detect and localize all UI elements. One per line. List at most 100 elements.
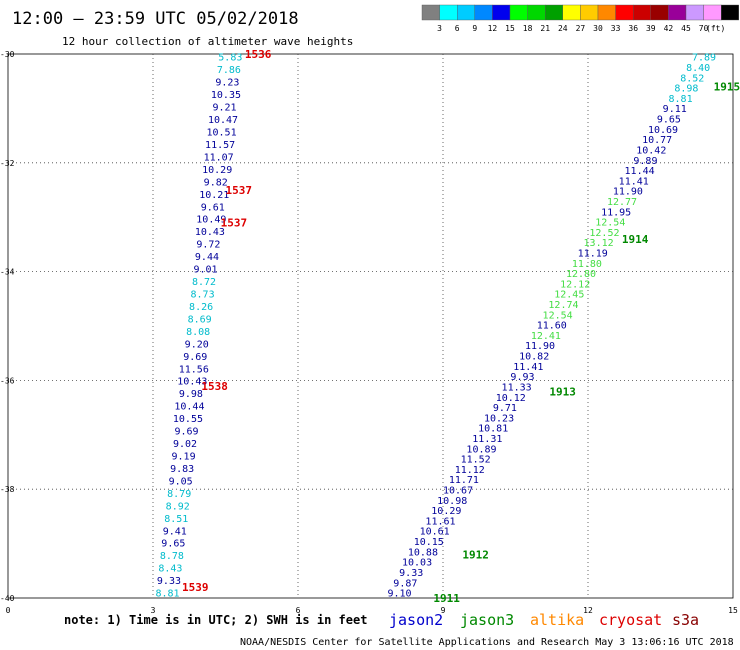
colorbar-tick-label: 33 <box>611 24 621 33</box>
legend-s3a: s3a <box>672 611 699 629</box>
swh-value-label: 8.26 <box>189 302 213 313</box>
colorbar-tick-label: 15 <box>505 24 515 33</box>
colorbar-tick-label: 30 <box>593 24 603 33</box>
colorbar-tick-label: 45 <box>681 24 691 33</box>
swh-value-label: 10.12 <box>496 393 526 404</box>
swh-value-label: 11.57 <box>205 140 235 151</box>
x-tick-label: 9 <box>441 606 446 615</box>
swh-value-label: 12.52 <box>589 228 619 239</box>
colorbar-swatch <box>562 4 581 21</box>
swh-value-label: 9.72 <box>196 240 220 251</box>
swh-value-label: 9.05 <box>169 476 193 487</box>
swh-value-label: 9.44 <box>195 252 219 263</box>
colorbar-tick-label: 3 <box>437 24 442 33</box>
y-tick-label: -36 <box>0 376 15 385</box>
swh-value-label: 11.19 <box>578 249 608 260</box>
swh-value-label: 9.19 <box>172 451 196 462</box>
colorbar-unit: (ft) <box>706 24 725 33</box>
swh-value-label: 10.49 <box>196 215 226 226</box>
colorbar-swatch <box>545 4 564 21</box>
colorbar-tick-label: 24 <box>558 24 568 33</box>
colorbar-swatch <box>474 4 493 21</box>
swh-value-label: 11.90 <box>525 341 555 352</box>
chart-title: 12:00 – 23:59 UTC 05/02/2018 <box>12 9 299 29</box>
swh-value-label: 5.83 <box>218 53 242 64</box>
swh-value-label: 7.89 <box>692 53 716 64</box>
x-tick-label: 3 <box>151 606 156 615</box>
swh-value-label: 9.65 <box>161 539 185 550</box>
plot-border <box>7 53 734 599</box>
swh-value-label: 8.72 <box>192 277 216 288</box>
y-tick-label: -40 <box>0 594 15 603</box>
swh-value-label: 9.41 <box>163 526 187 537</box>
swh-value-label: 9.02 <box>173 439 197 450</box>
swh-value-label: 11.80 <box>572 259 602 270</box>
swh-value-label: 11.52 <box>461 455 491 466</box>
legend-jason2: jason2 <box>389 611 443 629</box>
swh-value-label: 11.44 <box>625 166 655 177</box>
note-text: note: 1) Time is in UTC; 2) SWH is in fe… <box>64 613 367 627</box>
swh-value-label: 13.12 <box>584 238 614 249</box>
colorbar-swatch <box>492 4 511 21</box>
swh-value-label: 10.29 <box>202 165 232 176</box>
swh-value-label: 12.12 <box>560 279 590 290</box>
swh-value-label: 10.43 <box>177 377 207 388</box>
swh-value-label: 9.82 <box>204 177 228 188</box>
swh-value-label: 10.55 <box>173 414 203 425</box>
swh-value-label: 8.40 <box>686 63 710 74</box>
y-tick-label: -34 <box>0 268 15 277</box>
swh-value-label: 9.98 <box>179 389 203 400</box>
swh-value-label: 10.47 <box>208 115 238 126</box>
swh-value-label: 8.98 <box>674 84 698 95</box>
swh-value-label: 11.60 <box>537 321 567 332</box>
legend-jason3: jason3 <box>460 611 514 629</box>
swh-value-label: 10.03 <box>402 558 432 569</box>
swh-value-label: 10.29 <box>431 506 461 517</box>
swh-value-label: 11.90 <box>613 187 643 198</box>
swh-value-label: 11.33 <box>502 382 532 393</box>
colorbar-swatch <box>597 4 616 21</box>
swh-value-label: 8.81 <box>669 94 693 105</box>
colorbar-tick-label: 36 <box>628 24 638 33</box>
swh-value-label: 8.78 <box>160 551 184 562</box>
swh-value-label: 10.15 <box>414 537 444 548</box>
swh-value-label: 10.88 <box>408 547 438 558</box>
swh-value-label: 9.20 <box>185 339 209 350</box>
colorbar-swatch <box>668 4 687 21</box>
pass-number-label: 1537 <box>221 217 248 230</box>
swh-value-label: 9.10 <box>387 589 411 600</box>
colorbar-tick-label: 12 <box>488 24 498 33</box>
swh-value-label: 10.98 <box>437 496 467 507</box>
chart-subtitle: 12 hour collection of altimeter wave hei… <box>62 35 353 48</box>
colorbar-swatch <box>633 4 652 21</box>
swh-value-label: 8.08 <box>186 327 210 338</box>
swh-value-label: 8.92 <box>166 501 190 512</box>
track-jason3: 7.898.408.528.988.819.119.6510.6910.7710… <box>387 53 740 605</box>
swh-value-label: 9.87 <box>393 578 417 589</box>
pass-number-label: 1912 <box>462 548 489 561</box>
swh-value-label: 11.95 <box>601 207 631 218</box>
swh-value-label: 8.73 <box>191 289 215 300</box>
swh-value-label: 9.69 <box>183 352 207 363</box>
colorbar: 3 6 9 12 15 18 21 24 27 30 33 36 39 42 45 70 <box>421 4 740 33</box>
swh-value-label: 10.23 <box>484 413 514 424</box>
pass-number-label: 1915 <box>714 81 740 94</box>
swh-value-label: 9.83 <box>170 464 194 475</box>
colorbar-swatch <box>457 4 476 21</box>
swh-value-label: 12.54 <box>543 310 573 321</box>
y-tick-label: -32 <box>0 159 15 168</box>
swh-value-label: 10.82 <box>519 352 549 363</box>
swh-value-label: 11.07 <box>204 152 234 163</box>
axis-ticks: 0 3 6 9 12 15 -30 -32 -34 -36 -38 -40 <box>0 50 738 615</box>
swh-value-label: 12.80 <box>566 269 596 280</box>
x-tick-label: 15 <box>728 606 738 615</box>
swh-value-label: 8.51 <box>164 514 188 525</box>
colorbar-tick-label: 70 <box>699 24 709 33</box>
y-tick-label: -30 <box>0 50 15 59</box>
swh-value-label: 10.43 <box>195 227 225 238</box>
colorbar-swatch <box>721 4 740 21</box>
colorbar-swatch <box>650 4 669 21</box>
